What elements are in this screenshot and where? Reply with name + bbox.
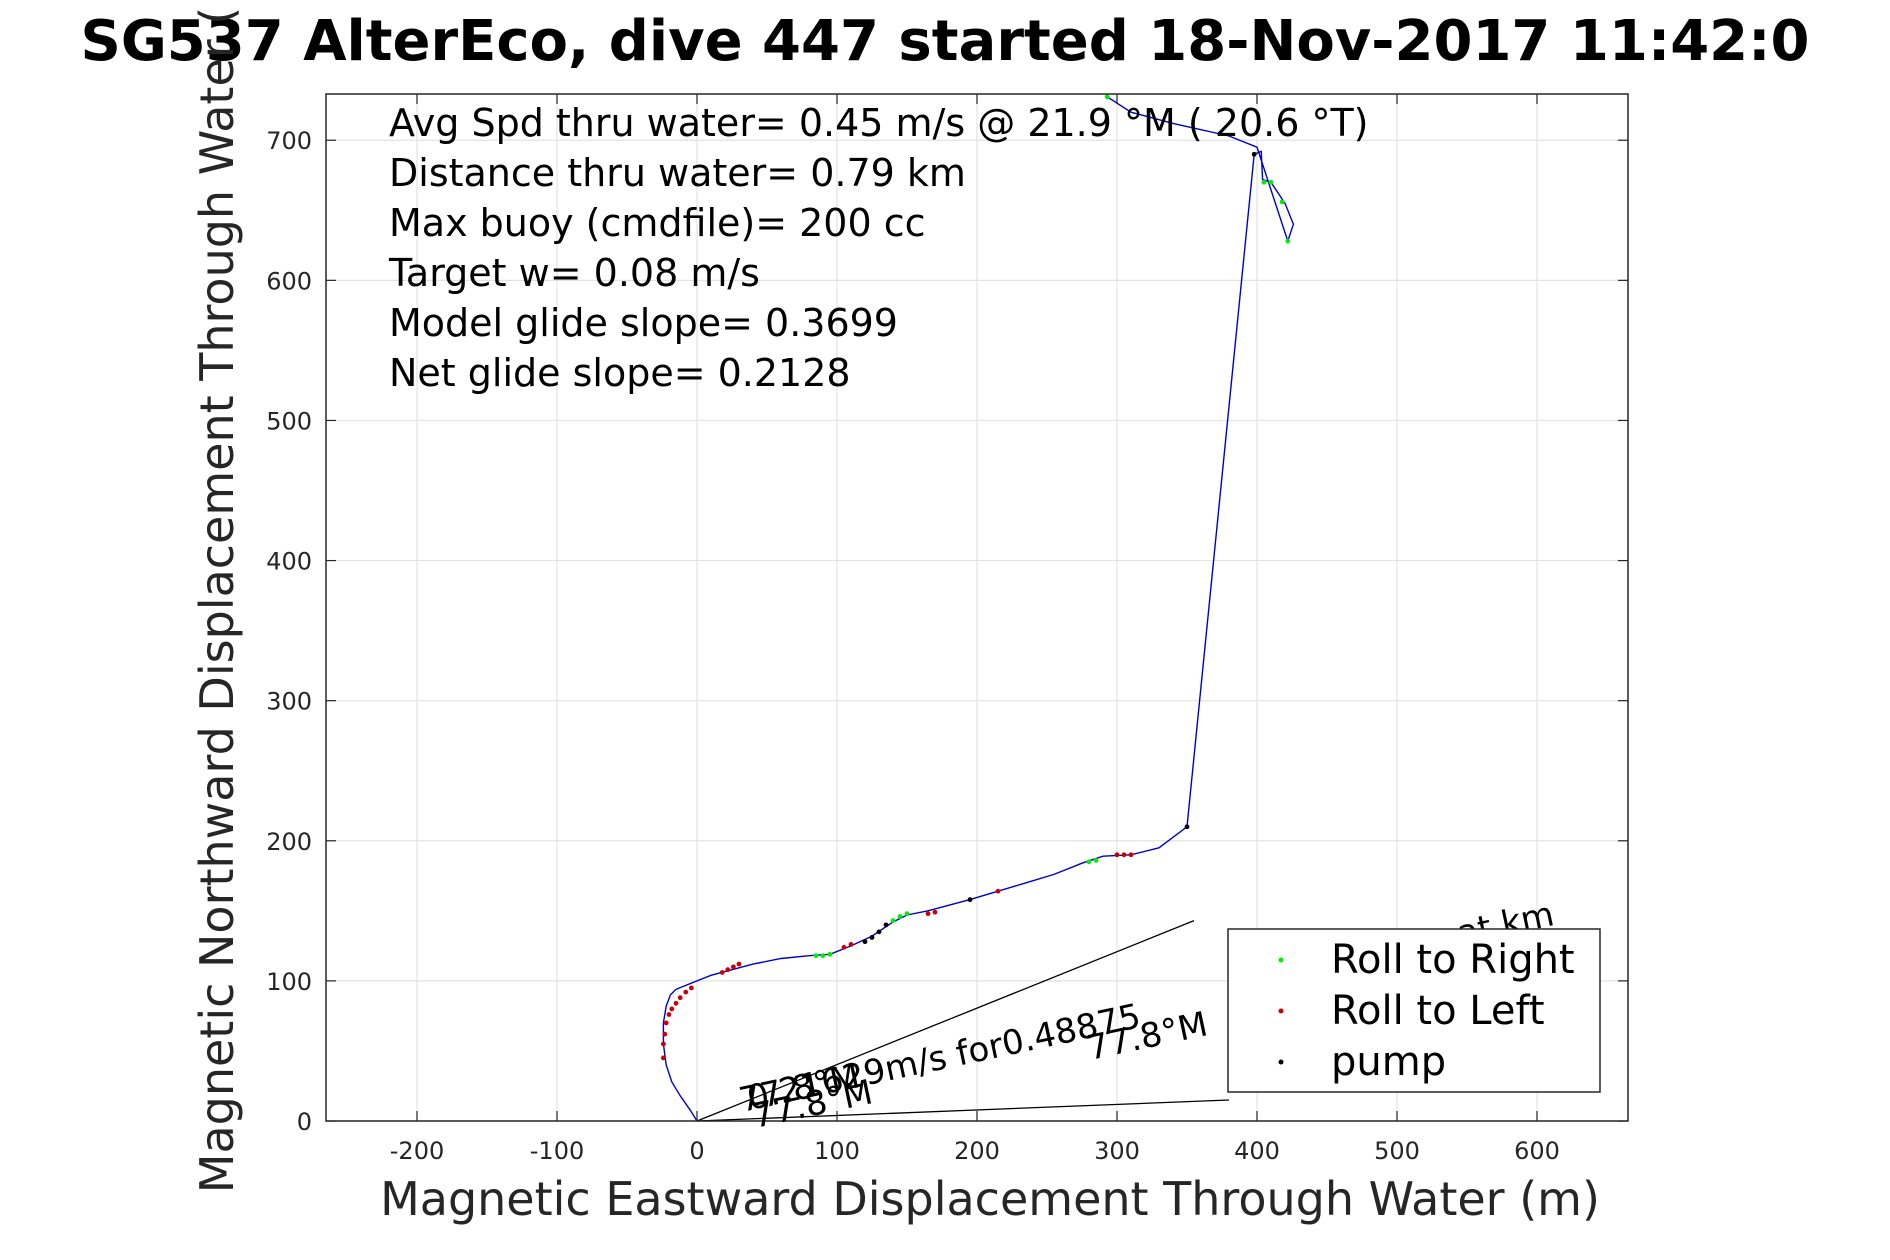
annotation-distance: Distance thru water= 0.79 km [389,151,966,195]
marker-roll-to-right [1093,857,1099,863]
annotation-target-w: Target w= 0.08 m/s [388,251,760,295]
legend-box [1227,928,1601,1093]
y-tick-label: 600 [266,267,312,295]
x-axis-label: Magnetic Eastward Displacement Through W… [380,1172,1600,1226]
marker-roll-to-right [1268,179,1274,185]
x-tick-label: 500 [1374,1137,1420,1165]
marker-roll-to-left [736,961,742,967]
legend-marker-roll-left [1278,1008,1284,1014]
x-tick-label: 100 [814,1137,860,1165]
marker-pump [1184,824,1190,830]
legend-marker-pump [1278,1059,1284,1065]
marker-pump [876,929,882,935]
marker-roll-to-left [661,1041,666,1047]
x-tick-label: 200 [954,1137,1000,1165]
marker-roll-to-left [666,1012,672,1017]
marker-roll-to-right [827,951,833,957]
marker-pump [967,897,973,903]
y-tick-label: 0 [297,1108,312,1136]
x-tick-label: 300 [1094,1137,1140,1165]
legend-label-roll-right: Roll to Right [1331,937,1575,983]
marker-roll-to-right [1285,238,1291,244]
y-tick-label: 500 [266,407,312,435]
marker-roll-to-left [669,1006,675,1012]
x-tick-label: 600 [1514,1137,1560,1165]
y-tick-label: 100 [266,968,312,996]
marker-roll-to-right [813,953,819,959]
marker-pump [869,935,875,940]
marker-roll-to-left [1128,852,1134,858]
reference-line [696,920,1195,1122]
marker-roll-to-right [897,914,903,919]
legend-label-roll-left: Roll to Left [1331,988,1545,1034]
annotation-net-glide: Net glide slope= 0.2128 [389,351,851,395]
legend-label-pump: pump [1331,1039,1446,1085]
legend: Roll to Right Roll to Left pump [1227,928,1601,1093]
x-tick-label: -100 [530,1137,584,1165]
marker-roll-to-left [661,1055,666,1061]
marker-roll-to-right [904,911,910,917]
x-tick-label: 400 [1234,1137,1280,1165]
y-tick-label: 200 [266,828,312,856]
y-tick-label: 300 [266,688,312,716]
annotation-block: Avg Spd thru water= 0.45 m/s @ 21.9 °M (… [388,101,1369,395]
marker-pump [1251,151,1257,157]
marker-roll-to-left [663,1020,669,1026]
x-axis-ticks: -200 -100 0 100 200 300 400 500 600 [390,94,1560,1165]
annotation-avg-speed: Avg Spd thru water= 0.45 m/s @ 21.9 °M (… [389,101,1369,145]
marker-roll-to-right [1279,199,1285,205]
marker-roll-to-left [1114,852,1120,858]
y-tick-label: 400 [266,548,312,576]
marker-roll-to-right [1086,859,1092,865]
y-axis-ticks: 0 100 200 300 400 500 600 700 [266,127,1628,1136]
marker-pump [862,939,868,945]
x-tick-label: 0 [689,1137,704,1165]
marker-roll-to-right [890,918,896,924]
marker-roll-to-left [719,970,725,975]
marker-roll-to-left [662,1031,668,1037]
markers [661,94,1291,1061]
marker-roll-to-right [1261,179,1267,185]
track-line [662,96,1295,1122]
marker-roll-to-left [932,909,938,915]
marker-roll-to-left [677,995,683,1001]
marker-roll-to-left [848,942,854,947]
marker-roll-to-right [820,953,826,959]
reference-line [696,1099,1230,1122]
track-polyline [662,96,1295,1122]
reference-lines [696,920,1230,1122]
annotation-max-buoy: Max buoy (cmdfile)= 200 cc [389,201,926,245]
marker-roll-to-left [725,967,731,973]
x-tick-label: -200 [390,1137,444,1165]
y-axis-label: Magnetic Northward Displacement Through … [190,7,244,1193]
marker-roll-to-left [683,989,689,995]
marker-roll-to-right [1104,94,1110,100]
marker-roll-to-left [1121,852,1127,858]
marker-roll-to-left [995,888,1001,894]
marker-pump [883,922,889,928]
marker-roll-to-left [925,911,931,917]
legend-marker-roll-right [1278,957,1284,963]
marker-roll-to-left [689,985,694,991]
y-tick-label: 700 [266,127,312,155]
marker-roll-to-left [841,944,847,950]
marker-roll-to-left [731,964,736,970]
marker-roll-to-left [673,1000,679,1006]
chart-title: SG537 AlterEco, dive 447 started 18-Nov-… [81,9,1810,74]
annotation-model-glide: Model glide slope= 0.3699 [389,301,898,345]
